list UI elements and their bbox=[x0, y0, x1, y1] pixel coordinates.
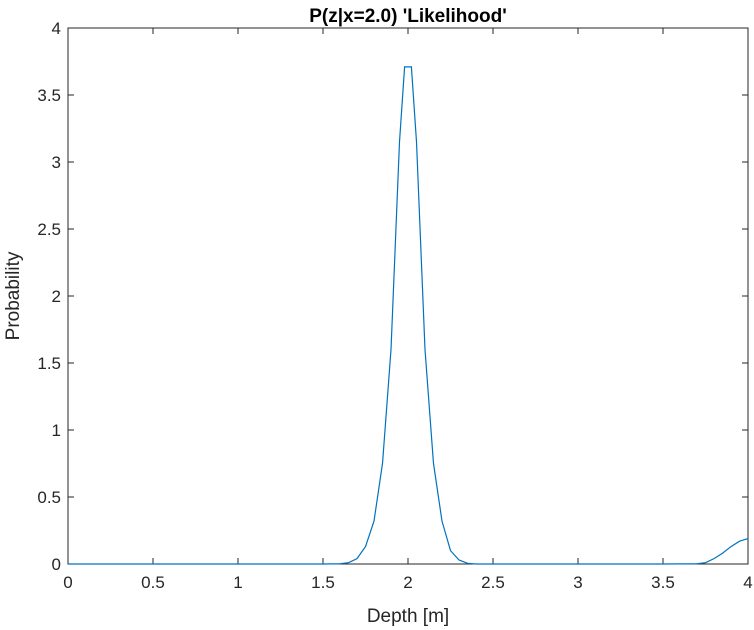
y-tick-label: 1.5 bbox=[37, 354, 61, 373]
x-tick-label: 1 bbox=[233, 573, 242, 592]
y-tick-label: 1 bbox=[52, 421, 61, 440]
y-axis: 0 0.5 1 1.5 2 2.5 3 3.5 4 bbox=[37, 19, 748, 574]
x-tick-label: 3.5 bbox=[651, 573, 675, 592]
x-tick-label: 1.5 bbox=[311, 573, 335, 592]
y-tick-label: 2 bbox=[52, 287, 61, 306]
plot-area bbox=[67, 27, 749, 565]
x-tick-label: 0 bbox=[63, 573, 72, 592]
y-tick-label: 4 bbox=[52, 19, 61, 38]
x-tick-label: 2.5 bbox=[481, 573, 505, 592]
x-axis: 0 0.5 1 1.5 2 2.5 3 3.5 4 bbox=[63, 28, 753, 592]
x-axis-label: Depth [m] bbox=[367, 606, 449, 627]
y-tick-label: 3.5 bbox=[37, 86, 61, 105]
likelihood-line bbox=[68, 66, 749, 565]
y-axis-label: Probability bbox=[3, 251, 24, 340]
y-tick-label: 0 bbox=[52, 555, 61, 574]
x-tick-label: 3 bbox=[573, 573, 582, 592]
x-tick-label: 2 bbox=[403, 573, 412, 592]
y-tick-label: 3 bbox=[52, 153, 61, 172]
chart-title: P(z|x=2.0) 'Likelihood' bbox=[309, 6, 507, 27]
y-tick-label: 2.5 bbox=[37, 220, 61, 239]
x-tick-label: 4 bbox=[743, 573, 752, 592]
y-tick-label: 0.5 bbox=[37, 488, 61, 507]
x-tick-label: 0.5 bbox=[141, 573, 165, 592]
